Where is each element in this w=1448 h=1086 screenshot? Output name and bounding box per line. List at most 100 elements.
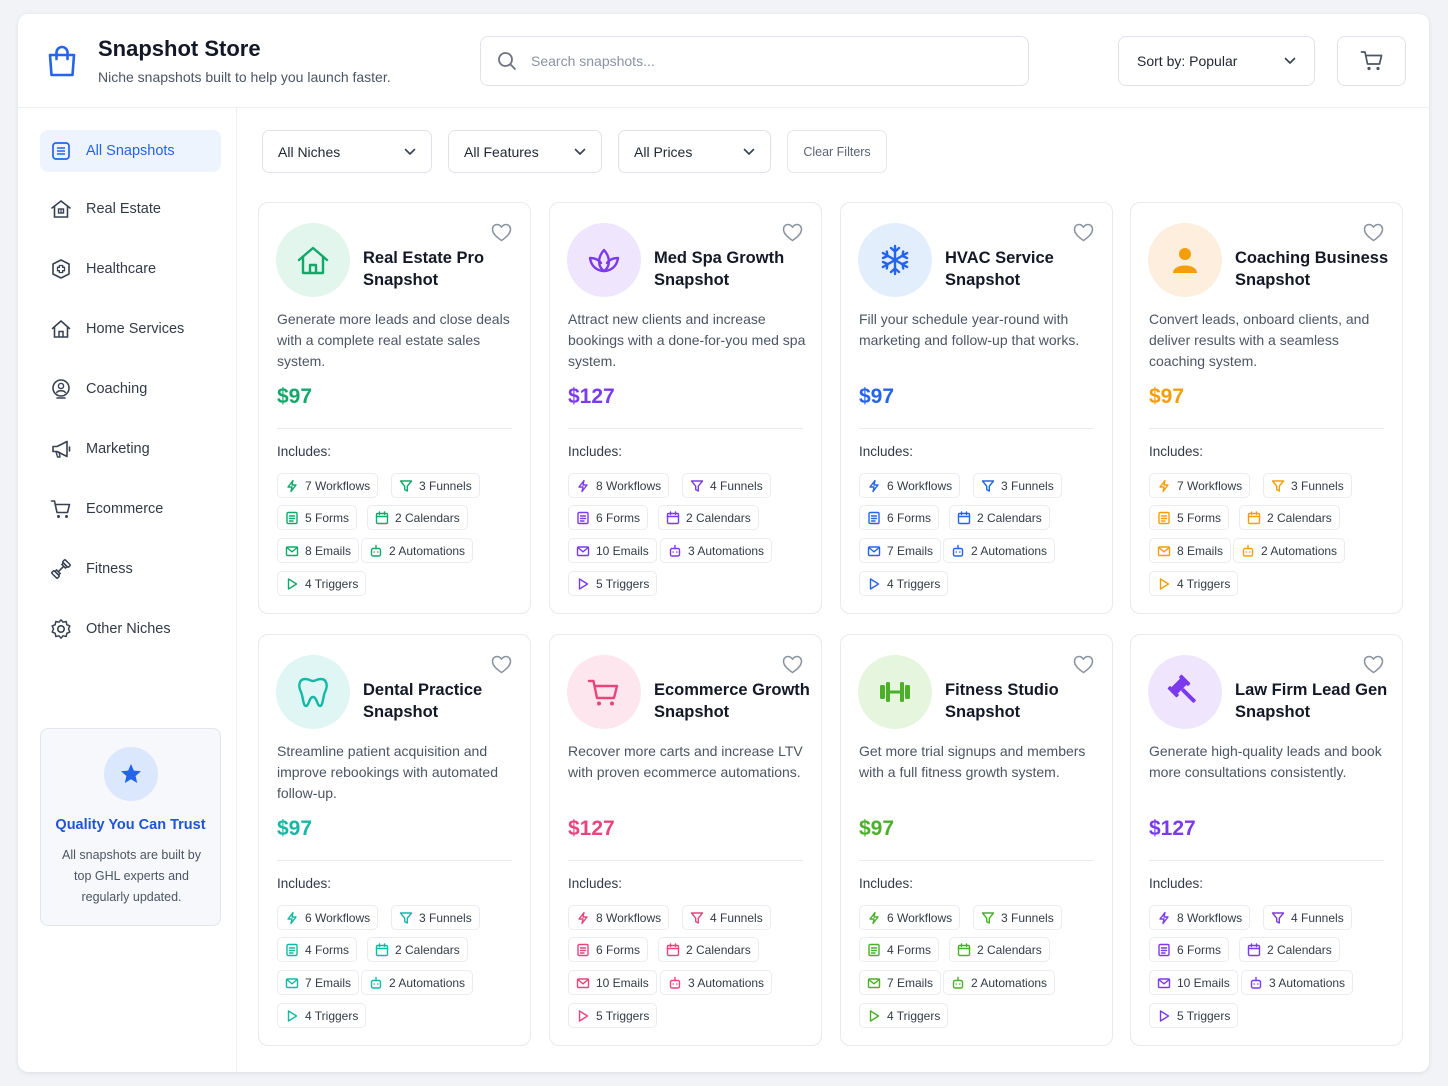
- feature-chip-forms: 6 Forms: [859, 505, 940, 530]
- trigger-icon: [287, 1009, 298, 1022]
- heart-icon[interactable]: [1363, 655, 1384, 674]
- sidebar-item-label: Fitness: [86, 561, 133, 577]
- calendar-icon: [1247, 942, 1261, 956]
- heart-icon[interactable]: [1363, 223, 1384, 242]
- chip-label: 3 Automations: [1269, 975, 1346, 990]
- feature-chip-forms: 4 Forms: [859, 937, 940, 962]
- sidebar-item-real-estate[interactable]: Real Estate: [40, 188, 221, 230]
- feature-chip-workflows: 7 Workflows: [1149, 473, 1251, 498]
- search-input[interactable]: [531, 53, 1001, 69]
- sidebar-item-fitness[interactable]: Fitness: [40, 548, 221, 590]
- snapshot-card[interactable]: Coaching Business Snapshot Convert leads,…: [1130, 202, 1403, 614]
- heart-icon[interactable]: [491, 223, 512, 242]
- chip-label: 2 Calendars: [395, 510, 460, 525]
- automation-icon: [952, 544, 964, 557]
- includes-label: Includes:: [568, 444, 623, 459]
- sidebar-item-other-niches[interactable]: Other Niches: [40, 608, 221, 650]
- snapshot-card[interactable]: Fitness Studio Snapshot Get more trial si…: [840, 634, 1113, 1046]
- feature-chip-emails: 7 Emails: [859, 538, 942, 563]
- divider: [859, 428, 1094, 429]
- workflow-icon: [287, 911, 297, 924]
- card-price: $97: [1149, 385, 1185, 408]
- chip-label: 8 Workflows: [1177, 910, 1243, 925]
- heart-icon[interactable]: [1073, 223, 1094, 242]
- heart-icon[interactable]: [491, 655, 512, 674]
- includes-label: Includes:: [1149, 876, 1204, 891]
- header: Snapshot Store Niche snapshots built to …: [18, 14, 1429, 108]
- email-icon: [867, 545, 881, 556]
- medical-cross-icon: [50, 258, 72, 280]
- workflow-icon: [869, 479, 879, 492]
- includes-label: Includes:: [859, 876, 914, 891]
- filter-features-dropdown[interactable]: All Features: [448, 130, 602, 173]
- sidebar-item-label: Home Services: [86, 321, 185, 337]
- snapshot-card[interactable]: Dental Practice Snapshot Streamline patie…: [258, 634, 531, 1046]
- feature-chip-emails: 8 Emails: [1149, 538, 1232, 563]
- feature-chip-funnels: 3 Funnels: [391, 473, 480, 498]
- feature-chip-workflows: 6 Workflows: [277, 905, 379, 930]
- feature-chip-calendars: 2 Calendars: [367, 937, 468, 962]
- feature-chip-workflows: 6 Workflows: [859, 473, 961, 498]
- heart-icon[interactable]: [782, 223, 803, 242]
- heart-icon[interactable]: [1073, 655, 1094, 674]
- workflow-icon: [578, 911, 588, 924]
- feature-chip-automations: 3 Automations: [1241, 970, 1354, 995]
- search-box[interactable]: [480, 36, 1029, 86]
- sidebar-item-home-services[interactable]: Home Services: [40, 308, 221, 350]
- automation-icon: [952, 976, 964, 989]
- chip-label: 7 Emails: [305, 975, 352, 990]
- chip-label: 4 Forms: [305, 942, 350, 957]
- chevron-down-icon: [404, 148, 416, 155]
- card-title[interactable]: Dental Practice Snapshot: [363, 681, 483, 721]
- chevron-down-icon: [574, 148, 586, 155]
- snapshot-card[interactable]: Law Firm Lead Gen Snapshot Generate high-…: [1130, 634, 1403, 1046]
- funnel-icon: [399, 479, 413, 492]
- feature-chip-forms: 5 Forms: [277, 505, 358, 530]
- chip-label: 5 Triggers: [596, 576, 650, 591]
- card-title[interactable]: HVAC Service Snapshot: [945, 249, 1054, 289]
- card-title[interactable]: Real Estate Pro Snapshot: [363, 249, 485, 289]
- heart-icon[interactable]: [782, 655, 803, 674]
- feature-chip-emails: 7 Emails: [277, 970, 360, 995]
- filter-label: All Niches: [278, 143, 341, 160]
- card-title[interactable]: Law Firm Lead Gen Snapshot: [1235, 681, 1388, 721]
- card-title[interactable]: Coaching Business Snapshot: [1235, 249, 1389, 289]
- feature-chip-calendars: 2 Calendars: [658, 505, 759, 530]
- sidebar-item-coaching[interactable]: Coaching: [40, 368, 221, 410]
- dumbbell-icon: [50, 558, 72, 580]
- sidebar-item-marketing[interactable]: Marketing: [40, 428, 221, 470]
- card-title[interactable]: Med Spa Growth Snapshot: [654, 249, 785, 289]
- divider: [1149, 860, 1384, 861]
- chip-label: 6 Forms: [596, 942, 641, 957]
- snapshot-card[interactable]: Ecommerce Growth Snapshot Recover more ca…: [549, 634, 822, 1046]
- sidebar-item-healthcare[interactable]: Healthcare: [40, 248, 221, 290]
- chip-label: 2 Automations: [971, 543, 1048, 558]
- snapshot-card[interactable]: Med Spa Growth Snapshot Attract new clien…: [549, 202, 822, 614]
- chip-label: 4 Triggers: [887, 576, 941, 591]
- card-title[interactable]: Ecommerce Growth Snapshot: [654, 681, 810, 721]
- filter-prices-dropdown[interactable]: All Prices: [618, 130, 771, 173]
- sort-dropdown[interactable]: Sort by: Popular: [1118, 36, 1315, 86]
- card-title[interactable]: Fitness Studio Snapshot: [945, 681, 1059, 721]
- sidebar-item-ecommerce[interactable]: Ecommerce: [40, 488, 221, 530]
- clear-filters-button[interactable]: Clear Filters: [787, 130, 887, 173]
- card-description: Get more trial signups and members with …: [859, 743, 1086, 780]
- feature-chip-triggers: 4 Triggers: [277, 571, 367, 596]
- sidebar-item-all-snapshots[interactable]: All Snapshots: [40, 130, 221, 172]
- feature-chip-emails: 10 Emails: [1149, 970, 1238, 995]
- form-icon: [286, 943, 298, 956]
- feature-chip-calendars: 2 Calendars: [367, 505, 468, 530]
- funnel-icon: [690, 911, 704, 924]
- calendar-icon: [1247, 510, 1261, 524]
- cart-button[interactable]: [1337, 36, 1406, 86]
- chip-label: 3 Automations: [688, 543, 765, 558]
- filter-niches-dropdown[interactable]: All Niches: [262, 130, 432, 173]
- chip-label: 6 Forms: [887, 510, 932, 525]
- snapshot-card[interactable]: Real Estate Pro Snapshot Generate more le…: [258, 202, 531, 614]
- card-price: $127: [568, 385, 615, 408]
- snapshot-card[interactable]: HVAC Service Snapshot Fill your schedule …: [840, 202, 1113, 614]
- chip-label: 2 Automations: [389, 543, 466, 558]
- chip-label: 2 Calendars: [977, 942, 1042, 957]
- chip-label: 6 Workflows: [887, 478, 953, 493]
- chip-label: 7 Workflows: [1177, 478, 1243, 493]
